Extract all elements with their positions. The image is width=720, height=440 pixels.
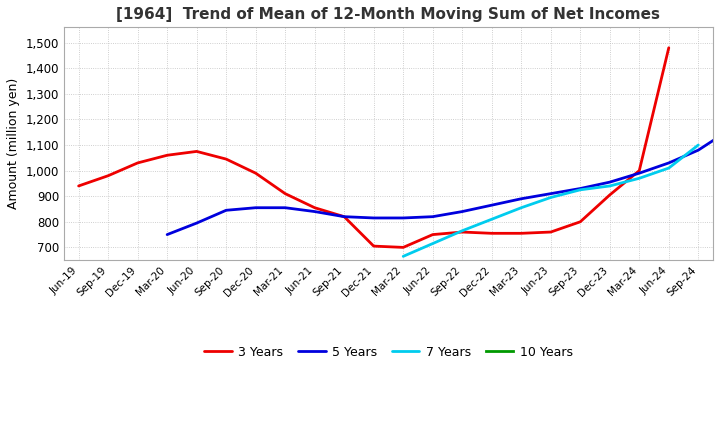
7 Years (399, 254, 408, 259)
5 Years (192, 220, 201, 226)
3 Years (665, 45, 673, 51)
3 Years (606, 192, 614, 198)
3 Years (458, 229, 467, 235)
Line: 5 Years: 5 Years (167, 131, 720, 235)
Line: 7 Years: 7 Years (403, 145, 698, 257)
7 Years (606, 183, 614, 189)
5 Years (222, 208, 230, 213)
3 Years (340, 214, 348, 219)
3 Years (281, 191, 289, 196)
3 Years (635, 168, 644, 173)
7 Years (517, 205, 526, 210)
3 Years (74, 183, 83, 189)
3 Years (163, 153, 171, 158)
Y-axis label: Amount (million yen): Amount (million yen) (7, 78, 20, 209)
3 Years (428, 232, 437, 237)
5 Years (281, 205, 289, 210)
3 Years (222, 157, 230, 162)
3 Years (104, 173, 112, 178)
Title: [1964]  Trend of Mean of 12-Month Moving Sum of Net Incomes: [1964] Trend of Mean of 12-Month Moving … (117, 7, 660, 22)
7 Years (487, 216, 496, 222)
7 Years (694, 143, 703, 148)
7 Years (546, 195, 555, 200)
5 Years (635, 171, 644, 176)
5 Years (576, 186, 585, 191)
7 Years (635, 176, 644, 181)
3 Years (369, 243, 378, 249)
5 Years (487, 202, 496, 208)
5 Years (694, 147, 703, 153)
5 Years (458, 209, 467, 214)
3 Years (487, 231, 496, 236)
3 Years (576, 219, 585, 224)
5 Years (606, 180, 614, 185)
5 Years (369, 215, 378, 220)
7 Years (576, 187, 585, 192)
5 Years (340, 214, 348, 219)
3 Years (517, 231, 526, 236)
7 Years (458, 228, 467, 233)
5 Years (428, 214, 437, 219)
3 Years (192, 149, 201, 154)
3 Years (251, 171, 260, 176)
3 Years (310, 205, 319, 210)
Legend: 3 Years, 5 Years, 7 Years, 10 Years: 3 Years, 5 Years, 7 Years, 10 Years (199, 341, 577, 364)
5 Years (546, 191, 555, 196)
7 Years (665, 165, 673, 171)
3 Years (399, 245, 408, 250)
5 Years (399, 215, 408, 220)
5 Years (665, 160, 673, 165)
3 Years (133, 160, 142, 165)
Line: 3 Years: 3 Years (78, 48, 669, 247)
5 Years (163, 232, 171, 237)
3 Years (546, 229, 555, 235)
5 Years (517, 196, 526, 202)
7 Years (428, 241, 437, 246)
5 Years (310, 209, 319, 214)
5 Years (251, 205, 260, 210)
